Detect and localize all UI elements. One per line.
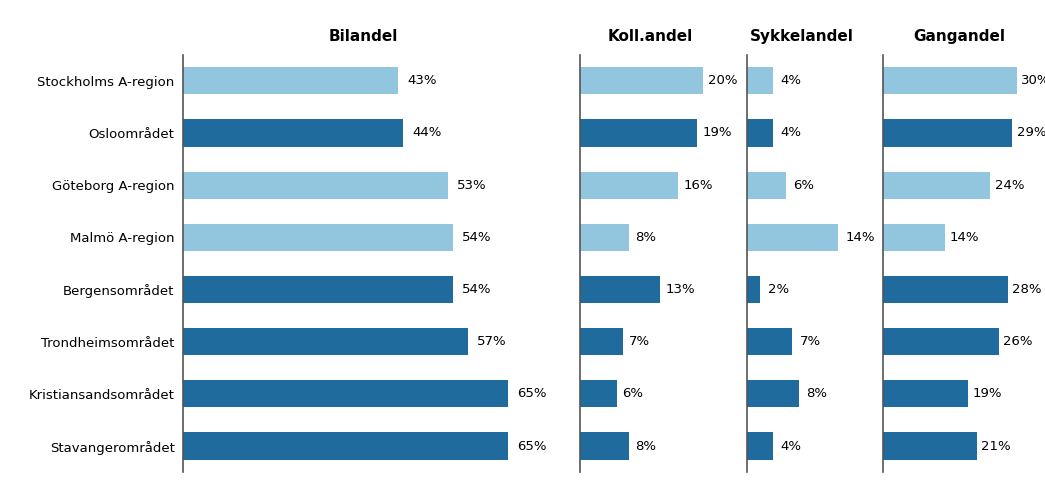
Text: 14%: 14% [950,231,979,244]
Bar [183,432,508,460]
Bar [580,276,659,303]
Text: 57%: 57% [478,335,507,348]
Text: 53%: 53% [458,178,487,192]
Title: Gangandel: Gangandel [912,29,1005,44]
Bar [747,67,773,94]
Bar [747,328,792,355]
Bar [747,119,773,147]
Text: 24%: 24% [995,178,1024,192]
Text: 65%: 65% [517,387,547,401]
Text: 14%: 14% [845,231,875,244]
Text: 4%: 4% [781,439,802,453]
Bar [883,171,990,199]
Bar [747,276,760,303]
Bar [747,380,798,408]
Text: 2%: 2% [768,283,789,296]
Text: 13%: 13% [666,283,695,296]
Bar [747,224,837,251]
Bar [183,171,448,199]
Text: 16%: 16% [683,178,714,192]
Text: 29%: 29% [1017,126,1045,140]
Title: Koll.andel: Koll.andel [608,29,693,44]
Bar [883,276,1007,303]
Bar [183,224,454,251]
Text: 19%: 19% [702,126,731,140]
Bar [580,380,617,408]
Text: 8%: 8% [807,387,828,401]
Bar [580,432,629,460]
Bar [183,328,468,355]
Text: 21%: 21% [981,439,1011,453]
Bar [183,67,398,94]
Text: 26%: 26% [1003,335,1032,348]
Text: 8%: 8% [634,439,655,453]
Text: 6%: 6% [623,387,644,401]
Bar [883,67,1017,94]
Text: 8%: 8% [634,231,655,244]
Text: 65%: 65% [517,439,547,453]
Bar [580,171,678,199]
Text: 54%: 54% [462,283,492,296]
Text: 20%: 20% [709,74,738,87]
Text: 54%: 54% [462,231,492,244]
Title: Sykkelandel: Sykkelandel [750,29,854,44]
Bar [883,432,977,460]
Bar [883,224,946,251]
Bar [580,67,702,94]
Bar [580,224,629,251]
Text: 30%: 30% [1021,74,1045,87]
Bar [183,119,403,147]
Bar [580,328,623,355]
Title: Bilandel: Bilandel [328,29,398,44]
Text: 4%: 4% [781,74,802,87]
Text: 44%: 44% [412,126,442,140]
Text: 4%: 4% [781,126,802,140]
Text: 28%: 28% [1013,283,1042,296]
Bar [183,380,508,408]
Text: 7%: 7% [628,335,650,348]
Bar [883,119,1013,147]
Text: 43%: 43% [408,74,437,87]
Bar [883,328,999,355]
Bar [747,432,773,460]
Text: 6%: 6% [793,178,815,192]
Text: 19%: 19% [972,387,1002,401]
Bar [183,276,454,303]
Text: 7%: 7% [800,335,821,348]
Bar [580,119,697,147]
Bar [883,380,968,408]
Bar [747,171,786,199]
